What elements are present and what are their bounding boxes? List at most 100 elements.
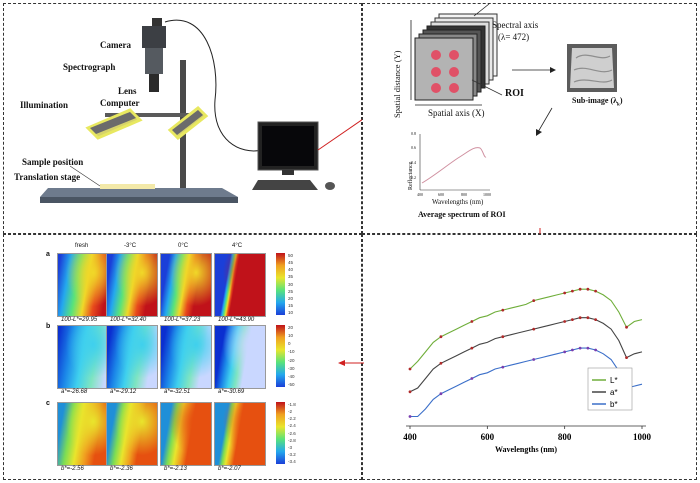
map-column-header: 4°C xyxy=(232,243,243,249)
map-value-caption: 100-L*=29.95 xyxy=(61,317,98,323)
data-point xyxy=(470,346,474,350)
colorbar-tick: 0 xyxy=(288,341,291,347)
map-column-header: -3°C xyxy=(124,243,137,249)
small-xlabel: Wavelengths (nm) xyxy=(432,198,484,206)
map-value-caption: a*=-26.68 xyxy=(61,389,88,395)
x-tick-label: 1000 xyxy=(633,432,652,442)
camera-label: Camera xyxy=(100,40,131,50)
illumination-label: Illumination xyxy=(20,100,69,110)
map-value-caption: 100-L*=37.23 xyxy=(164,317,201,323)
data-point xyxy=(408,367,412,371)
map-row-letter: b xyxy=(46,323,51,330)
map-column-header: fresh xyxy=(75,243,89,249)
small-xtick-2: 800 xyxy=(461,192,467,197)
color-map-image xyxy=(57,402,109,466)
small-ytick-0: 0.8 xyxy=(411,131,416,136)
average-spectrum-caption: Average spectrum of ROI xyxy=(418,210,506,219)
imaging-setup-illustration xyxy=(40,18,362,203)
data-point xyxy=(586,346,590,350)
map-value-caption: 100-L*=32.40 xyxy=(110,317,147,323)
colorbar-tick: 25 xyxy=(288,288,294,294)
lambda-label: (λ= 472) xyxy=(498,32,530,42)
data-point xyxy=(586,316,590,320)
colorbar-tick: -2.2 xyxy=(288,416,296,422)
spectral-image-stack xyxy=(414,13,498,101)
map-value-caption: b*=-2.07 xyxy=(218,466,241,472)
camera-cable xyxy=(164,19,263,152)
map-value-caption: b*=-2.36 xyxy=(110,466,133,472)
maps-panel xyxy=(3,234,362,480)
colorbar-tick: -2.4 xyxy=(288,423,296,429)
data-point xyxy=(501,335,505,339)
color-map-image xyxy=(160,253,212,317)
x-axis-label: Wavelengths (nm) xyxy=(495,445,557,454)
data-point xyxy=(408,415,412,418)
data-point xyxy=(594,348,597,352)
keyboard xyxy=(252,180,318,190)
spectrograph-body xyxy=(145,48,163,74)
colorbar-tick: 40 xyxy=(288,267,294,273)
colorbar-tick: 50 xyxy=(288,253,294,258)
small-xtick-3: 1000 xyxy=(483,192,491,197)
color-map-image xyxy=(57,325,109,389)
data-point xyxy=(586,287,590,291)
series-line-Lstar xyxy=(409,288,643,370)
sub-image-subscript: k xyxy=(617,102,620,108)
map-row-letter: c xyxy=(46,400,50,407)
x-tick-label: 400 xyxy=(403,432,417,442)
x-tick-label: 600 xyxy=(481,432,495,442)
data-point xyxy=(470,377,474,380)
spatial-x-label: Spatial axis (X) xyxy=(428,108,485,118)
data-point xyxy=(563,291,567,295)
colorbar-tick: -10 xyxy=(288,349,295,355)
colorbar-tick: -2.6 xyxy=(288,430,296,436)
small-ytick-3: 0.2 xyxy=(411,175,416,180)
setup-panel xyxy=(3,3,362,234)
data-point xyxy=(578,346,582,350)
colorbar-tick: -2.8 xyxy=(288,437,296,443)
colorbar-tick: 15 xyxy=(288,302,294,308)
colorbar-tick: -3 xyxy=(288,444,293,450)
lens-label: Lens xyxy=(118,86,137,96)
sample-position-label: Sample position xyxy=(22,157,84,167)
colorbar-tick: 45 xyxy=(288,260,294,266)
map-value-caption: 100-L*=43.90 xyxy=(218,317,255,323)
data-point xyxy=(501,308,505,312)
color-map-image xyxy=(160,325,212,389)
colorbar xyxy=(276,402,285,464)
data-point xyxy=(571,348,574,352)
sub-image-text: Sub-image (λ xyxy=(572,96,618,105)
sub-image-label: Sub-image (λk) xyxy=(572,96,623,108)
mouse xyxy=(325,182,335,190)
data-point xyxy=(625,325,628,329)
data-point xyxy=(532,299,536,302)
camera-body xyxy=(142,26,166,48)
map-value-caption: a*=-32.51 xyxy=(164,389,191,395)
data-point xyxy=(594,289,597,293)
colorbar-tick: -3.2 xyxy=(288,451,296,457)
legend-label: L* xyxy=(610,376,618,385)
stage-base xyxy=(40,197,238,203)
map-column-header: 0°C xyxy=(178,243,189,249)
small-xtick-1: 600 xyxy=(438,192,444,197)
computer-label: Computer xyxy=(100,98,140,108)
data-point xyxy=(563,350,567,354)
colorbar xyxy=(276,325,285,387)
legend-box xyxy=(587,367,633,411)
x-tick-label: 800 xyxy=(558,432,572,442)
colorbar-tick: 20 xyxy=(288,325,294,330)
arrow-to-maps xyxy=(338,360,364,366)
map-row-letter: a xyxy=(46,251,50,258)
series-line-bstar xyxy=(410,347,643,418)
data-point xyxy=(594,318,597,321)
legend-label: a* xyxy=(610,388,618,397)
data-point xyxy=(532,327,536,331)
legend-label: b* xyxy=(610,400,618,409)
data-point xyxy=(578,287,582,291)
translation-stage xyxy=(40,188,238,197)
roi-markers xyxy=(431,50,459,93)
lens-body xyxy=(149,74,159,92)
data-point xyxy=(408,390,412,394)
data-point xyxy=(470,320,474,323)
colorbar-tick: -2 xyxy=(288,409,293,415)
